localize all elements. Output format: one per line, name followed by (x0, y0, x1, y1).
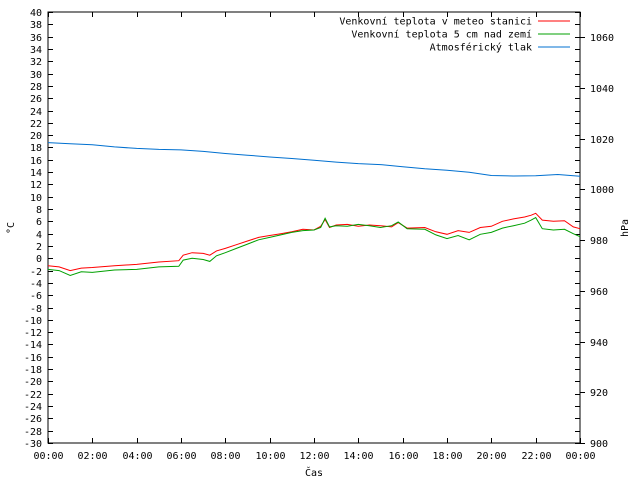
y-tick-label: -12 (24, 328, 42, 339)
axes-frame: -30-28-26-24-22-20-18-16-14-12-10-8-6-4-… (24, 8, 614, 462)
legend-label-3: Atmosférický tlak (430, 42, 532, 54)
y-tick-label: -14 (24, 340, 42, 351)
y-tick-label: -8 (30, 304, 42, 315)
y-tick-label: 26 (30, 94, 42, 105)
y2-tick-label: 900 (590, 439, 608, 450)
x-tick-label: 10:00 (255, 451, 285, 462)
y-tick-label: -22 (24, 390, 42, 401)
legend-label-2: Venkovní teplota 5 cm nad zemí (351, 29, 532, 41)
x-tick-label: 20:00 (476, 451, 506, 462)
legend: Venkovní teplota v meteo staniciVenkovní… (339, 16, 570, 54)
y-tick-label: 6 (36, 217, 42, 228)
series-line-3 (47, 142, 581, 177)
x-axis-label: Čas (305, 466, 323, 479)
y-axis-label: °C (6, 222, 17, 234)
y-tick-label: -28 (24, 427, 42, 438)
y-tick-label: 16 (30, 156, 42, 167)
y-tick-label: -10 (24, 316, 42, 327)
y2-tick-label: 980 (590, 236, 608, 247)
y-tick-label: 22 (30, 119, 42, 130)
x-tick-label: 06:00 (166, 451, 196, 462)
x-tick-label: 02:00 (77, 451, 107, 462)
y-tick-label: -2 (30, 267, 42, 278)
x-tick-label: 00:00 (33, 451, 63, 462)
y-tick-label: 10 (30, 193, 42, 204)
legend-label-1: Venkovní teplota v meteo stanici (339, 16, 532, 28)
y-tick-label: 8 (36, 205, 42, 216)
y-tick-label: 38 (30, 20, 42, 31)
y-tick-label: -4 (30, 279, 42, 290)
y-tick-label: 36 (30, 33, 42, 44)
y-tick-label: 14 (30, 168, 42, 179)
x-tick-label: 12:00 (299, 451, 329, 462)
x-tick-label: 22:00 (521, 451, 551, 462)
y2-tick-label: 1000 (590, 185, 614, 196)
y-tick-label: 34 (30, 45, 42, 56)
y-tick-label: 32 (30, 57, 42, 68)
x-tick-label: 08:00 (210, 451, 240, 462)
y2-tick-label: 1020 (590, 135, 614, 146)
x-tick-label: 04:00 (122, 451, 152, 462)
x-tick-label: 18:00 (432, 451, 462, 462)
y-tick-label: -30 (24, 439, 42, 450)
y-tick-label: -6 (30, 291, 42, 302)
y2-tick-label: 960 (590, 287, 608, 298)
y-tick-label: -20 (24, 377, 42, 388)
y2-tick-label: 940 (590, 338, 608, 349)
y-tick-label: 28 (30, 82, 42, 93)
plot-border (47, 11, 581, 444)
y-tick-label: 4 (36, 230, 42, 241)
series-lines (47, 142, 581, 277)
y-tick-label: 40 (30, 8, 42, 19)
y-tick-label: -16 (24, 353, 42, 364)
series-line-1 (47, 212, 581, 272)
y2-tick-label: 920 (590, 388, 608, 399)
x-tick-label: 14:00 (343, 451, 373, 462)
y-tick-label: 12 (30, 180, 42, 191)
y-tick-label: 24 (30, 107, 42, 118)
x-tick-label: 00:00 (565, 451, 595, 462)
x-tick-label: 16:00 (388, 451, 418, 462)
y-tick-label: 0 (36, 254, 42, 265)
y-tick-label: 2 (36, 242, 42, 253)
y-tick-label: -18 (24, 365, 42, 376)
y-tick-label: -26 (24, 414, 42, 425)
y-tick-label: 18 (30, 143, 42, 154)
y2-tick-label: 1060 (590, 33, 614, 44)
y-tick-label: 20 (30, 131, 42, 142)
series-line-2 (47, 216, 581, 277)
y2-axis-label: hPa (620, 219, 631, 237)
y-tick-label: -24 (24, 402, 42, 413)
y-tick-label: 30 (30, 70, 42, 81)
y2-tick-label: 1040 (590, 84, 614, 95)
